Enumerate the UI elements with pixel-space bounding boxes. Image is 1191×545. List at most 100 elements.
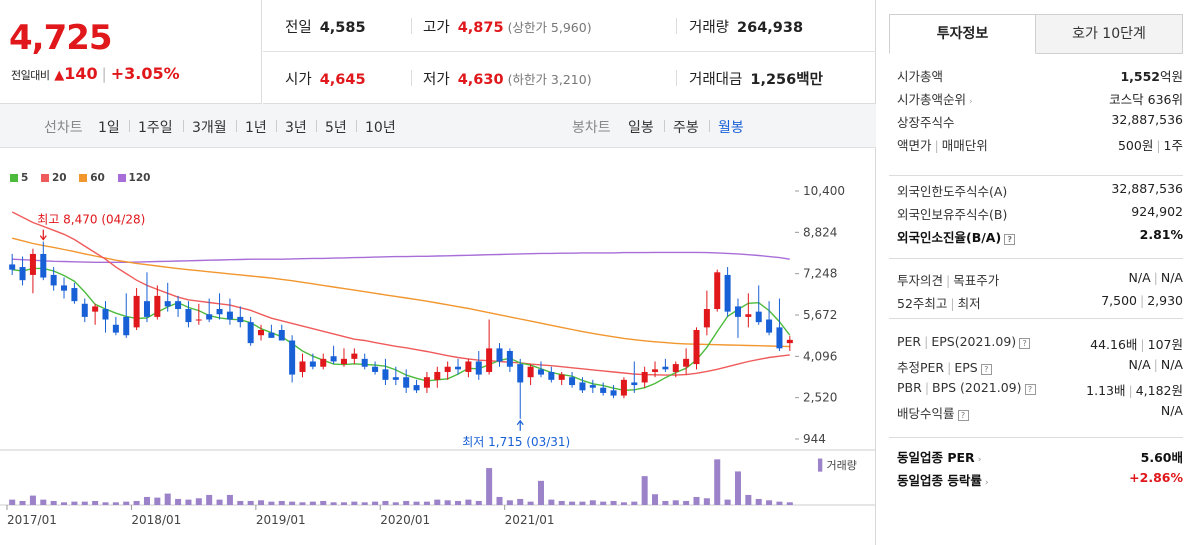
help-icon[interactable]: ? (957, 410, 969, 421)
candle (413, 379, 420, 393)
open-price: 시가 4,645 (285, 72, 366, 88)
x-tick-label: 2019/01 (256, 513, 306, 527)
period-1w[interactable]: 1주일 (138, 120, 173, 136)
info-row: 액면가 | 매매단위 500원 | 1주 (897, 135, 1183, 157)
volume-bar (413, 501, 420, 505)
candle-body (475, 361, 482, 375)
candle (309, 353, 316, 370)
stock-chart[interactable]: ▌거래량 10,400 8,824 7,248 5,672 4,096 2,520 944 2… (0, 148, 875, 545)
low-annotation: 최저 1,715 (03/31) (462, 435, 570, 449)
candle (755, 285, 762, 325)
candle (548, 366, 555, 383)
candle-body (620, 379, 627, 396)
candle (143, 272, 150, 323)
candle-body (786, 339, 793, 344)
candle-daily[interactable]: 일봉 (628, 120, 654, 136)
candle-body (289, 340, 296, 375)
volume-bar (237, 500, 244, 505)
volume-bar (320, 500, 327, 505)
prev-close: 전일 4,585 (285, 20, 366, 36)
volume-bar (392, 502, 399, 505)
period-3m[interactable]: 3개월 (192, 120, 227, 136)
tab-invest-info[interactable]: 투자정보 (889, 14, 1036, 54)
period-3y[interactable]: 3년 (285, 120, 307, 136)
volume-bar (714, 459, 721, 505)
info-row: 외국인보유주식수(B) 924,902 (897, 204, 1183, 226)
volume-bar (102, 502, 109, 505)
candle-body (216, 309, 223, 315)
info-tabs: 투자정보 호가 10단계 (889, 14, 1183, 54)
info-value: 7,500 | 2,930 (1101, 293, 1183, 308)
help-icon[interactable]: ? (1024, 384, 1036, 395)
candle-body (185, 309, 192, 323)
candle (600, 382, 607, 396)
tab-orderbook[interactable]: 호가 10단계 (1036, 14, 1183, 54)
candle-body (465, 361, 472, 372)
candle-body (683, 358, 690, 367)
info-panel: 투자정보 호가 10단계 시가총액 1,552억원 시가총액순위 › 코스닥 636위 상… (877, 0, 1191, 545)
volume-bar (226, 494, 233, 505)
period-1d[interactable]: 1일 (98, 120, 120, 136)
info-key: 동일업종 PER › (897, 450, 982, 465)
ma120-line (12, 251, 790, 264)
volume-bar (745, 494, 752, 505)
volume-bar (185, 499, 192, 505)
period-5y[interactable]: 5년 (325, 120, 347, 136)
help-icon[interactable]: ? (1004, 234, 1016, 245)
candle-body (392, 377, 399, 380)
volume-bar (278, 500, 285, 505)
candle (247, 316, 254, 346)
volume-bar (154, 497, 161, 505)
x-tick-label: 2017/01 (7, 513, 57, 527)
period-10y[interactable]: 10년 (365, 120, 396, 136)
candle (92, 303, 99, 325)
candle-body (330, 356, 337, 362)
help-icon[interactable]: ? (980, 364, 992, 375)
candle-body (143, 301, 150, 317)
summary-row-1: 전일 4,585 고가 4,875 (상한가 5,960) 거래량 264,938 (263, 0, 876, 52)
price-box: 4,725 전일대비 ▲140 | +3.05% (0, 0, 262, 104)
info-key: 배당수익률? (897, 403, 969, 422)
volume-bar (652, 494, 659, 505)
volume-bar (92, 500, 99, 505)
volume-bar (631, 501, 638, 505)
period-1y[interactable]: 1년 (245, 120, 267, 136)
candle (558, 371, 565, 386)
info-row: 배당수익률? N/A (897, 403, 1183, 425)
candle (361, 353, 368, 370)
volume-bar (527, 501, 534, 505)
candle-body (496, 348, 503, 362)
chevron-right-icon[interactable]: › (984, 478, 989, 488)
volume-bar (486, 468, 493, 505)
candle (403, 369, 410, 393)
volume-bar (216, 499, 223, 505)
volume-bar (71, 501, 78, 505)
volume-bar (175, 498, 182, 505)
candle-monthly[interactable]: 월봉 (718, 120, 744, 136)
candle-body (29, 253, 36, 275)
candle-body (340, 358, 347, 365)
volume-bar (40, 499, 47, 505)
candle (652, 361, 659, 378)
x-tick-label: 2018/01 (131, 513, 181, 527)
ma60-line (12, 237, 790, 348)
candle (216, 293, 223, 320)
volume-bar (465, 499, 472, 505)
chevron-right-icon[interactable]: › (977, 455, 982, 465)
volume-bar (268, 501, 275, 505)
candle (579, 377, 586, 393)
chevron-right-icon[interactable]: › (969, 97, 973, 107)
candle-body (175, 301, 182, 310)
candle (734, 298, 741, 338)
volume-bar (423, 501, 430, 505)
volume-bar (434, 499, 441, 505)
info-row: 투자의견 | 목표주가 N/A | N/A (897, 270, 1183, 292)
candle (641, 366, 648, 388)
volume-bar (776, 501, 783, 505)
candle-weekly[interactable]: 주봉 (673, 120, 699, 136)
candle-body (423, 377, 430, 388)
candle-body (299, 361, 306, 372)
volume-bar (579, 501, 586, 505)
volume-bar (496, 496, 503, 505)
help-icon[interactable]: ? (1019, 338, 1031, 349)
